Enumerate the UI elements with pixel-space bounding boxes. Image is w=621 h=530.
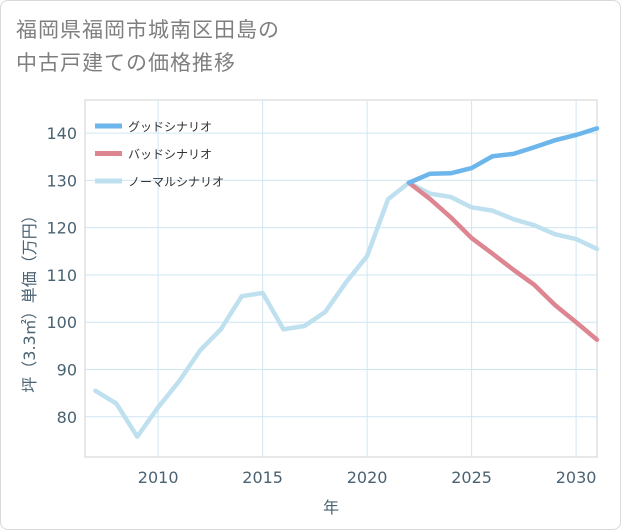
y-tick-label: 130 [46,171,77,190]
y-tick-label: 120 [46,219,77,238]
legend-label-normal: ノーマルシナリオ [128,175,224,189]
y-tick-label: 90 [57,361,77,380]
series-line-bad [406,180,600,342]
y-tick-label: 80 [57,408,77,427]
series-line-normal [93,180,600,439]
x-tick-label: 2030 [556,468,597,487]
chart-title-line2: 中古戸建ての価格推移 [16,51,236,75]
legend-label-bad: バッドシナリオ [128,148,212,162]
series-lines [93,126,600,439]
y-tick-label: 140 [46,124,77,143]
chart-title-line1: 福岡県福岡市城南区田島の [16,18,280,42]
tick-labels: 2010 2015 2020 2025 2030 80 90 100 110 120 130 140 [46,124,596,487]
y-tick-label: 110 [46,266,77,285]
x-tick-label: 2010 [138,468,179,487]
chart-title: 福岡県福岡市城南区田島の 中古戸建ての価格推移 [16,14,280,80]
y-tick-label: 100 [46,313,77,332]
x-tick-label: 2025 [451,468,492,487]
x-tick-label: 2020 [347,468,388,487]
legend-label-good: グッドシナリオ [128,120,212,134]
series-line-good [406,126,600,185]
y-axis-title: 坪（3.3㎡）単価（万円） [20,207,39,392]
plot-area [84,99,598,458]
x-axis-title: 年 [323,498,339,517]
grid-lines [85,100,597,457]
x-tick-label: 2015 [242,468,283,487]
